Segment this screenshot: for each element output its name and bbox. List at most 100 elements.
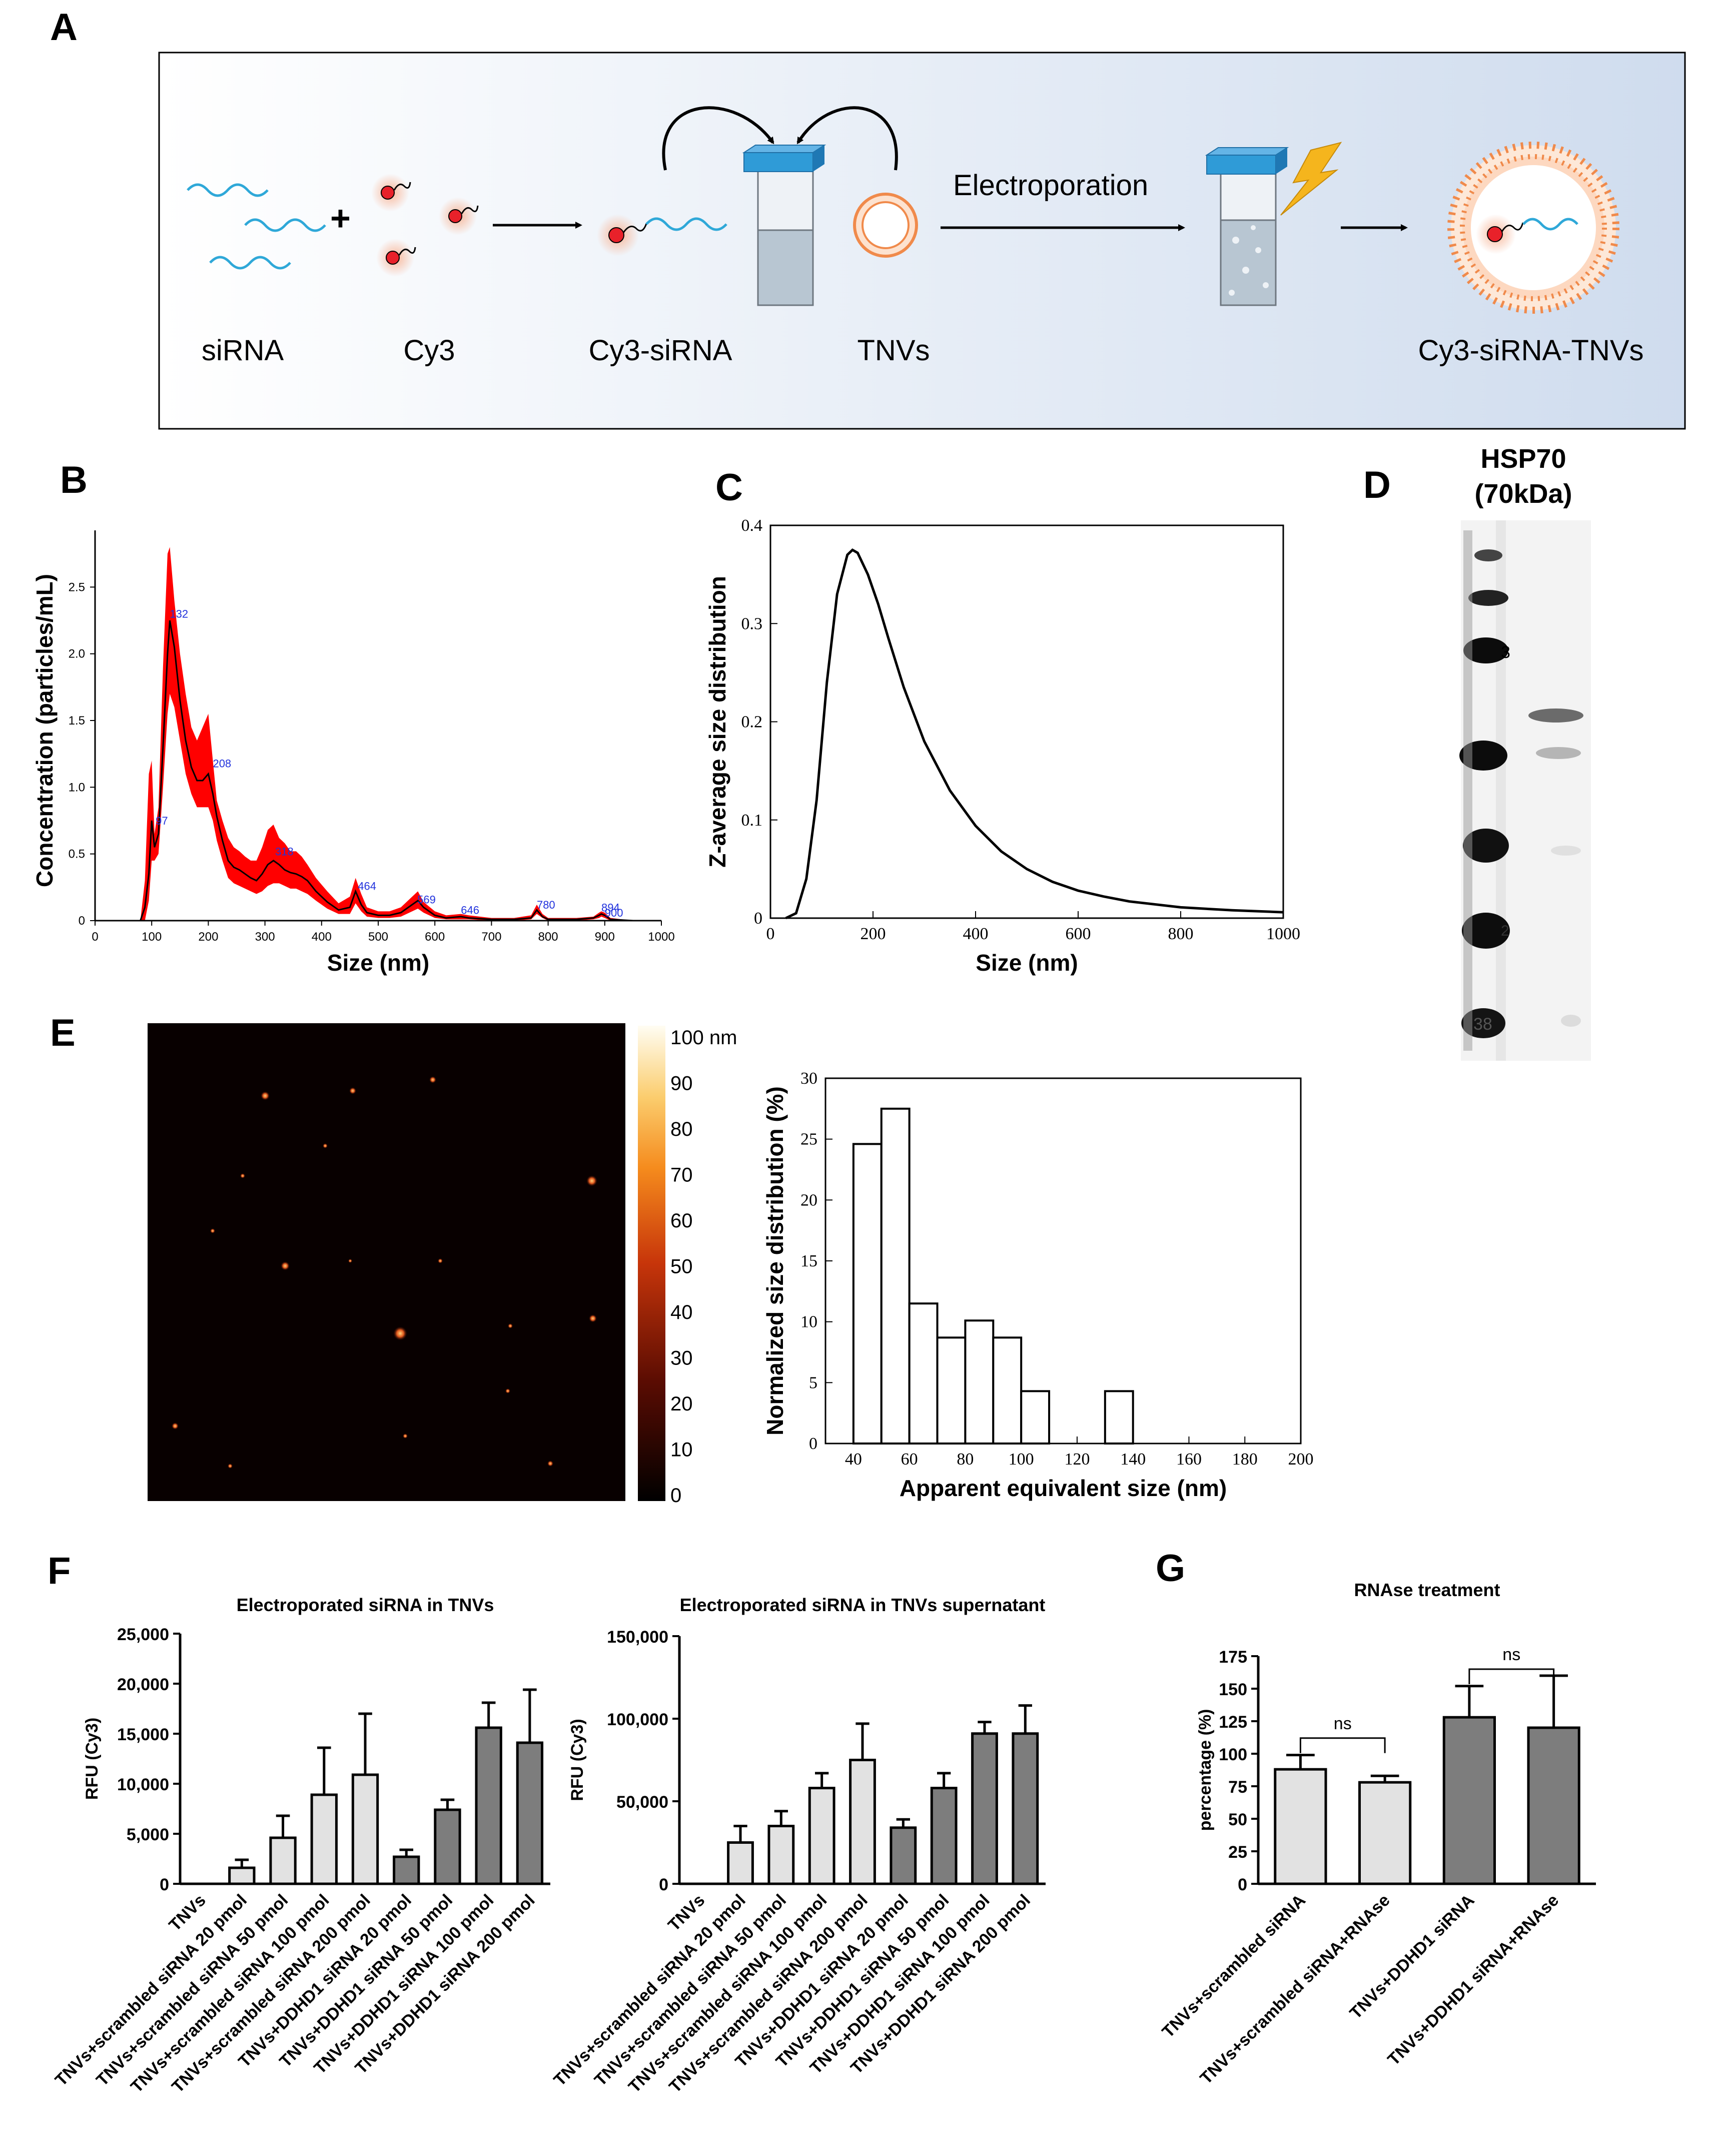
y-axis-label: RFU (Cy3) — [83, 1718, 102, 1800]
x-tick-label: 400 — [963, 925, 989, 943]
bar — [475, 1726, 502, 1885]
colorbar-tick-label: 10 — [670, 1439, 693, 1461]
histogram-bar — [1020, 1390, 1051, 1445]
x-tick-label: 1000 — [648, 930, 674, 944]
western-blot-image — [1459, 520, 1591, 1061]
y-tick-label: 30 — [800, 1069, 817, 1088]
y-axis-label: Z-average size distribution — [704, 576, 730, 868]
x-axis-label: Apparent equivalent size (nm) — [900, 1475, 1227, 1501]
afm-particle — [403, 1433, 408, 1439]
bar — [767, 1825, 795, 1885]
y-tick-label: 0 — [1238, 1875, 1247, 1894]
bar — [269, 1836, 297, 1885]
y-tick-label: 0 — [160, 1875, 169, 1894]
x-tick-label: 0 — [92, 930, 98, 944]
cuvette-icon — [742, 145, 826, 306]
colorbar-tick-label: 60 — [670, 1210, 693, 1232]
y-tick-label: 0 — [659, 1875, 668, 1894]
y-tick-label: 15,000 — [117, 1725, 169, 1744]
x-tick-label: 800 — [538, 930, 558, 944]
histogram-bar — [992, 1336, 1023, 1445]
x-tick-label: 200 — [198, 930, 218, 944]
bar — [808, 1787, 835, 1885]
significance-label: ns — [1334, 1714, 1352, 1733]
y-tick-label: 5,000 — [127, 1825, 169, 1844]
panel-letter-e: E — [50, 1012, 76, 1054]
blot-title: HSP70 — [1480, 444, 1566, 474]
series-line — [95, 620, 661, 922]
x-tick-label: 180 — [1232, 1450, 1258, 1469]
x-tick-label: 40 — [845, 1450, 862, 1469]
y-axis-label: Normalized size distribution (%) — [762, 1086, 788, 1435]
peak-label: 569 — [417, 893, 436, 906]
y-tick-label: 5 — [809, 1373, 817, 1392]
peak-label: 900 — [605, 907, 623, 919]
y-tick-label: 100 — [1219, 1745, 1247, 1764]
colorbar-tick-label: 80 — [670, 1118, 693, 1140]
x-tick-label: 700 — [481, 930, 501, 944]
y-tick-label: 0.1 — [741, 811, 763, 830]
peak-label: 780 — [537, 899, 555, 911]
afm-particle — [172, 1422, 179, 1429]
panel-letter-g: G — [1156, 1547, 1185, 1590]
ladder-mark: 3 — [1501, 643, 1510, 662]
x-axis-label: Size (nm) — [976, 950, 1078, 976]
x-tick-label: 200 — [861, 925, 886, 943]
colorbar-tick-label: 20 — [670, 1393, 693, 1415]
y-tick-label: 150,000 — [607, 1628, 668, 1647]
afm-particle — [323, 1143, 328, 1148]
x-tick-label: 400 — [312, 930, 332, 944]
lightning-bolt-icon — [1280, 142, 1342, 216]
label-cy3: Cy3 — [403, 334, 455, 367]
y-tick-label: 125 — [1219, 1713, 1247, 1732]
x-tick-label: 80 — [957, 1450, 974, 1469]
y-tick-label: 0.5 — [69, 848, 85, 861]
chart-title: Electroporated siRNA in TNVs — [237, 1595, 494, 1615]
electroporation-label: Electroporation — [953, 169, 1148, 202]
y-tick-label: 100,000 — [607, 1710, 668, 1729]
x-tick-label: 100 — [142, 930, 162, 944]
panel-letter-b: B — [60, 459, 88, 501]
bar — [849, 1759, 876, 1885]
colorbar-tick-label: 90 — [670, 1073, 693, 1095]
x-tick-label: 200 — [1288, 1450, 1314, 1469]
dls-size-chart: 0 200 400 600 800 1000 0 0.1 0.2 0.3 0.4 Size (nm) Z… — [704, 516, 1300, 976]
afm-particle — [393, 1326, 407, 1340]
x-tick-label: 800 — [1168, 925, 1194, 943]
label-cy3-sirna-tnvs: Cy3-siRNA-TNVs — [1418, 334, 1643, 367]
y-tick-label: 2.5 — [69, 580, 85, 594]
afm-size-histogram: 40 60 80 100 120 140 160 180 200 0 5 10 15 20 25 30 Appa… — [762, 1069, 1314, 1501]
x-tick-label: 1000 — [1266, 925, 1300, 943]
colorbar-tick-label: 40 — [670, 1301, 693, 1323]
y-tick-label: 15 — [800, 1252, 817, 1270]
label-tnvs: TNVs — [858, 334, 930, 367]
bar — [310, 1793, 338, 1885]
afm-colorbar: 100 nm 90 80 70 60 50 40 30 20 10 0 — [638, 1026, 737, 1507]
panel-letter-d: D — [1363, 464, 1391, 506]
peak-label: 132 — [170, 608, 188, 620]
y-tick-label: 0.4 — [741, 516, 763, 535]
histogram-bar — [936, 1336, 967, 1445]
peak-label: 318 — [275, 845, 294, 858]
afm-particle — [429, 1076, 436, 1083]
error-band — [95, 547, 661, 921]
afm-particle — [228, 1464, 233, 1469]
colorbar-tick-label: 50 — [670, 1256, 693, 1278]
schematic-panel: + — [158, 52, 1686, 430]
y-tick-label: 0.3 — [741, 614, 763, 633]
colorbar-tick-label: 30 — [670, 1347, 693, 1369]
curved-arrow-icon — [662, 106, 774, 171]
nta-size-chart: 0 100 200 300 400 500 600 700 800 900 1000 0 0.5 1.0 1… — [32, 530, 675, 976]
bar — [1012, 1732, 1039, 1885]
chart-title: RNAse treatment — [1354, 1580, 1500, 1600]
tnv-vesicle-icon — [853, 193, 918, 258]
schematic-frame — [158, 52, 1686, 430]
y-axis-label: Concentration (particles/mL) — [32, 574, 58, 887]
bar — [351, 1773, 379, 1885]
afm-particle — [438, 1258, 443, 1263]
y-tick-label: 10,000 — [117, 1775, 169, 1794]
sirna-strand-icon — [187, 183, 326, 270]
